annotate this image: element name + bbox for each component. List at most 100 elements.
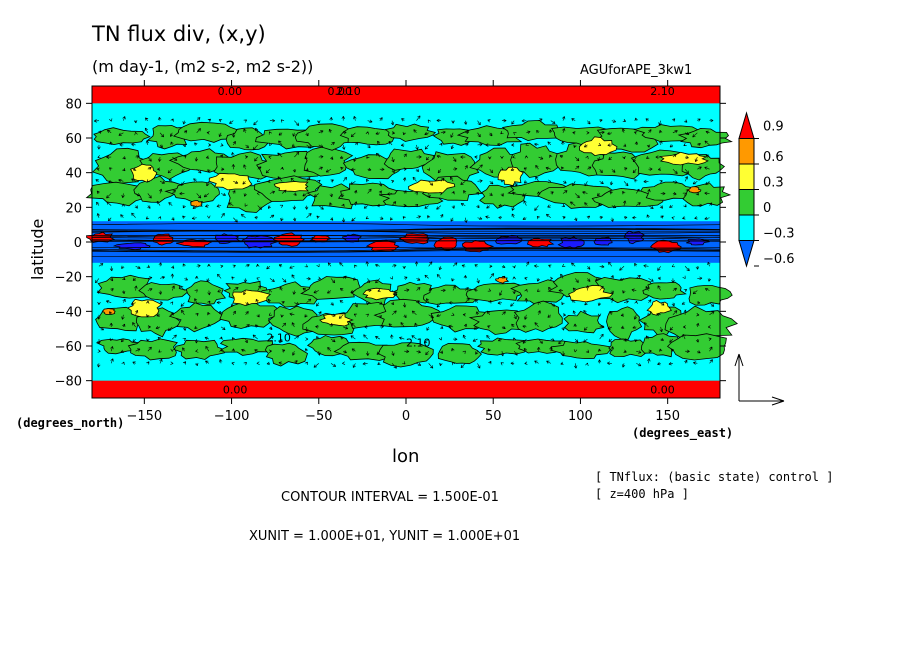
flux-arrow <box>610 346 614 352</box>
flux-arrow <box>228 202 234 206</box>
flux-arrow <box>147 288 153 292</box>
green-region <box>513 300 563 333</box>
flux-arrow <box>329 117 333 121</box>
flux-arrow <box>182 347 186 352</box>
flux-arrow <box>587 266 591 270</box>
flux-arrow <box>158 262 162 267</box>
flux-arrow <box>636 202 641 206</box>
flux-arrow <box>573 363 578 369</box>
y-tick-label: −20 <box>55 271 82 286</box>
flux-arrow <box>683 325 687 329</box>
flux-arrow <box>685 155 689 159</box>
flux-arrow <box>538 338 543 344</box>
flux-arrow <box>657 266 661 271</box>
flux-arrow <box>293 192 297 196</box>
flux-arrow <box>365 261 369 267</box>
flux-arrow <box>269 190 276 194</box>
flux-arrow <box>436 274 442 279</box>
flux-arrow <box>375 152 381 158</box>
flux-arrow <box>183 130 188 134</box>
flux-arrow <box>159 188 163 194</box>
flux-arrow <box>404 349 410 354</box>
flux-arrow <box>122 276 126 281</box>
flux-arrow <box>692 132 698 138</box>
flux-arrow <box>538 156 544 160</box>
flux-arrow <box>97 301 101 305</box>
flux-arrow <box>636 363 642 367</box>
flux-arrow <box>121 193 125 199</box>
flux-arrow <box>220 143 224 147</box>
flux-arrow <box>184 277 188 281</box>
flux-arrow <box>232 310 236 315</box>
flux-arrow <box>366 178 370 183</box>
flux-arrow <box>269 326 273 330</box>
flux-arrow <box>451 205 455 209</box>
flux-arrow <box>488 360 492 365</box>
flux-arrow <box>599 169 603 174</box>
flux-arrow <box>574 156 580 162</box>
flux-arrow <box>146 314 150 318</box>
flux-arrow <box>619 266 625 271</box>
flux-arrow <box>658 130 663 134</box>
flux-arrow <box>437 169 442 174</box>
flux-arrow <box>181 169 185 173</box>
flux-arrow <box>278 361 283 365</box>
flux-arrow <box>379 216 384 220</box>
y-tick-label: 60 <box>65 132 82 147</box>
y-tick-label: 80 <box>65 97 82 112</box>
flux-arrow <box>648 299 652 303</box>
flux-arrow <box>585 285 590 291</box>
flux-arrow <box>572 181 576 187</box>
flux-arrow <box>233 287 239 291</box>
flux-arrow <box>438 337 443 341</box>
flux-arrow <box>440 288 446 293</box>
flux-arrow <box>304 361 308 365</box>
flux-arrow <box>231 132 236 138</box>
flux-arrow <box>365 216 370 220</box>
flux-arrow <box>597 359 602 364</box>
flux-arrow <box>599 285 604 291</box>
flux-arrow <box>694 216 698 220</box>
flux-arrow <box>648 167 653 171</box>
flux-arrow <box>219 310 223 315</box>
flux-arrow <box>697 142 701 147</box>
flux-arrow <box>292 205 297 210</box>
flux-arrow <box>462 350 466 354</box>
flux-arrow <box>549 325 553 329</box>
yellow-region <box>273 181 309 192</box>
flux-arrow <box>526 130 531 134</box>
flux-arrow <box>522 338 527 344</box>
colorbar-label: −0.6 <box>763 252 795 267</box>
flux-arrow <box>709 311 715 316</box>
flux-arrow <box>245 144 249 149</box>
yellow-region <box>232 289 272 307</box>
flux-arrow <box>97 339 101 345</box>
flux-arrow <box>622 200 627 206</box>
flux-arrow <box>378 190 382 194</box>
flux-arrow <box>339 300 344 304</box>
flux-arrow <box>243 290 247 296</box>
flux-arrow <box>97 144 101 150</box>
flux-arrow <box>245 324 250 328</box>
flux-arrow <box>182 337 186 342</box>
flux-arrow <box>696 313 700 317</box>
flux-arrow <box>291 143 296 147</box>
flux-arrow <box>121 361 125 365</box>
flux-arrow <box>158 116 162 121</box>
flux-arrow <box>622 290 626 294</box>
green-region <box>563 310 605 334</box>
flux-arrow <box>378 314 382 319</box>
flux-arrow <box>402 302 407 308</box>
flux-arrow <box>599 325 605 329</box>
flux-arrow <box>135 193 141 197</box>
flux-arrow <box>109 311 113 315</box>
flux-arrow <box>278 132 283 136</box>
flux-arrow <box>218 132 222 137</box>
flux-arrow <box>485 143 490 147</box>
flux-arrow <box>132 361 136 365</box>
flux-arrow <box>194 289 198 293</box>
flux-arrow <box>353 116 357 121</box>
flux-arrow <box>390 301 395 305</box>
flux-arrow <box>132 322 136 328</box>
flux-arrow <box>559 155 564 159</box>
